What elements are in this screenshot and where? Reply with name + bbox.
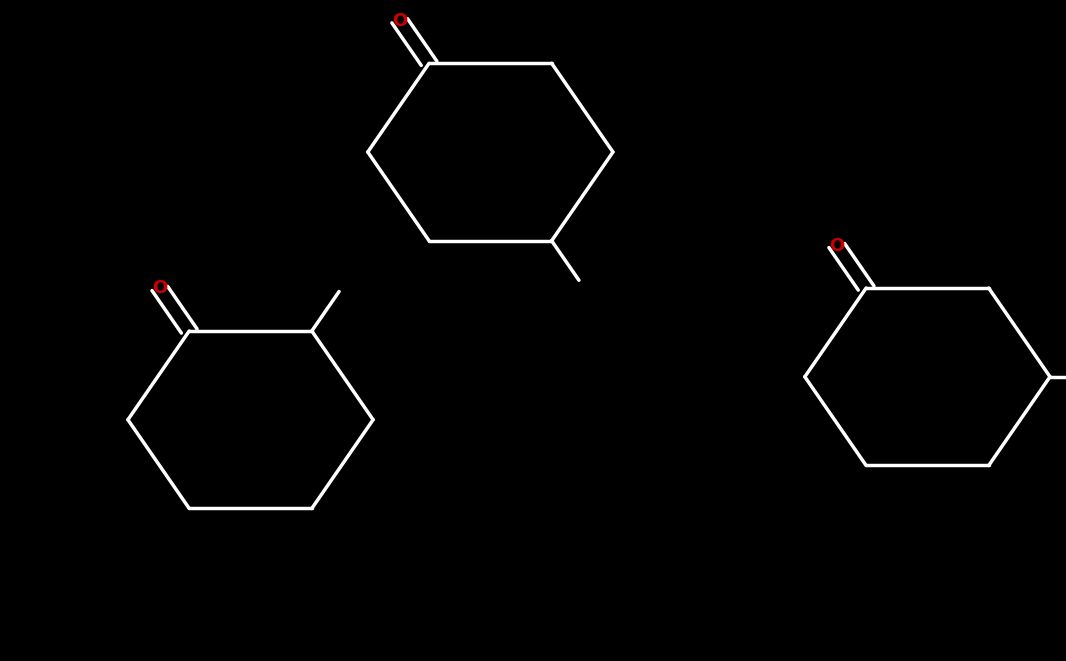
Text: O: O <box>152 280 167 297</box>
Text: O: O <box>829 237 844 254</box>
Text: O: O <box>392 12 407 30</box>
